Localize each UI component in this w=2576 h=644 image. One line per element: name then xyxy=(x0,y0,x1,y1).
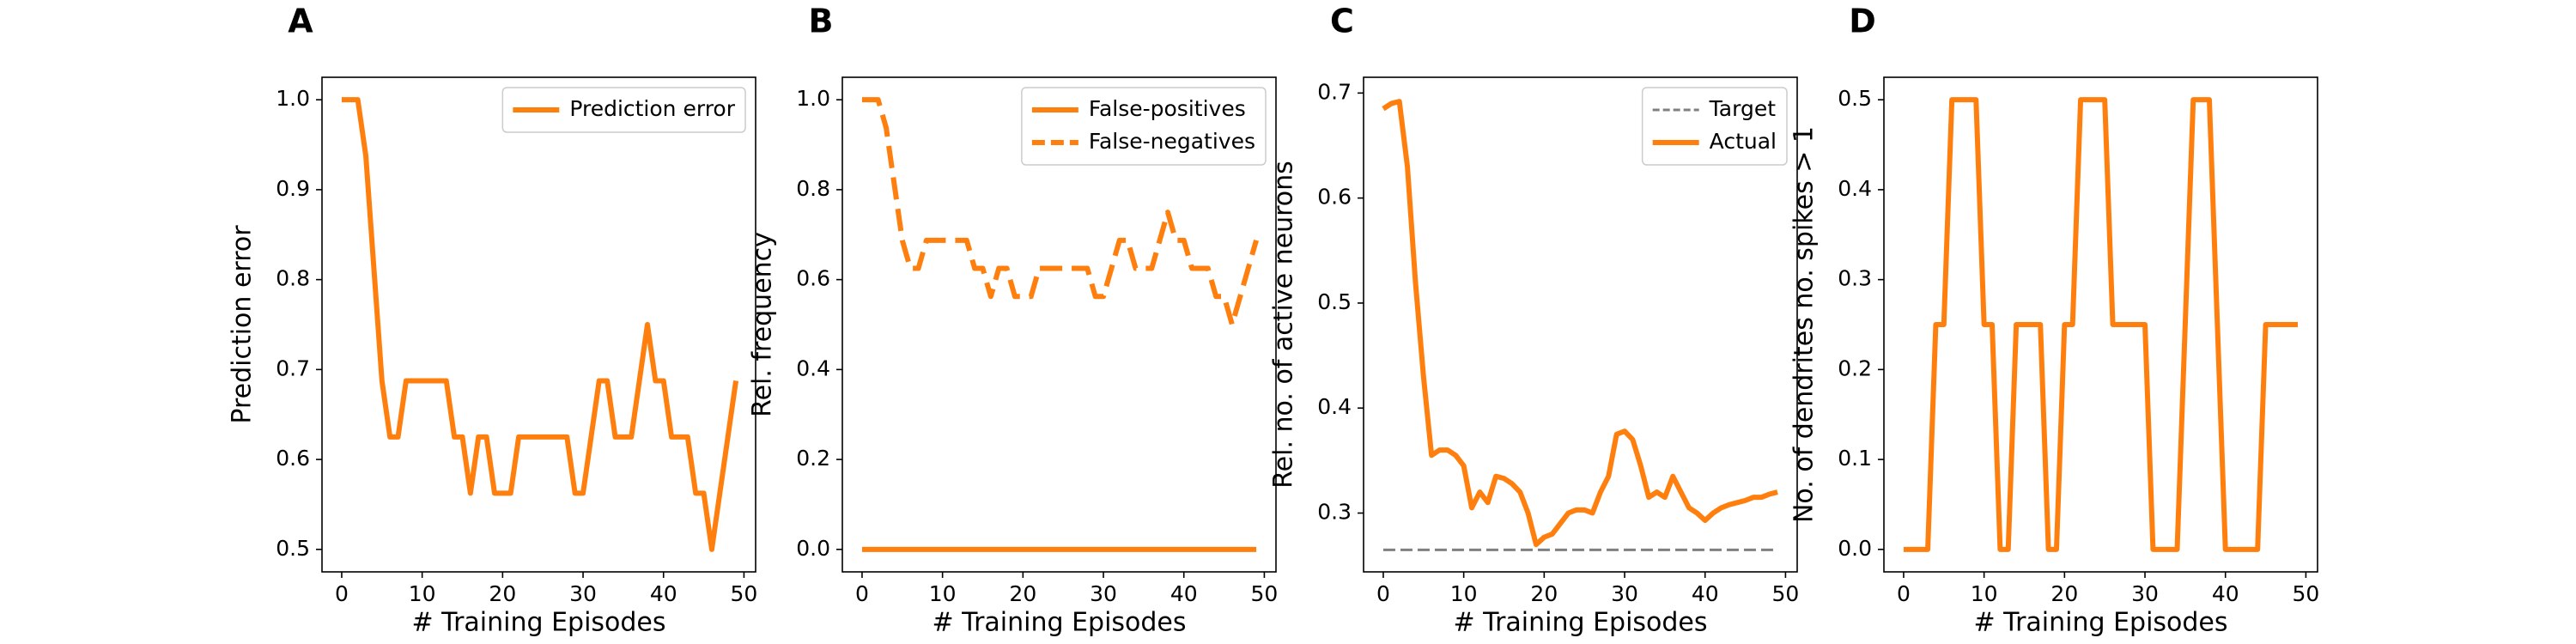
data-line xyxy=(1382,99,1778,548)
y-tick-label: 0.3 xyxy=(1838,266,1872,291)
y-tick-label: 0.5 xyxy=(276,536,310,561)
data-line xyxy=(1903,97,2299,552)
x-tick-label: 50 xyxy=(1772,581,1800,606)
y-tick-label: 1.0 xyxy=(276,86,310,111)
y-tick-label: 0.5 xyxy=(1317,289,1352,314)
x-axis-label: # Training Episodes xyxy=(932,608,1186,638)
x-tick-label: 50 xyxy=(1251,581,1279,606)
legend-box xyxy=(501,87,746,133)
y-tick-label: 0.8 xyxy=(276,266,310,291)
y-tick-label: 0.6 xyxy=(796,266,830,291)
y-tick-label: 0.7 xyxy=(1317,79,1352,104)
x-tick-label: 0 xyxy=(1376,581,1390,606)
x-tick-label: 10 xyxy=(409,581,436,606)
axes-frame xyxy=(321,76,756,573)
x-tick-label: 10 xyxy=(929,581,957,606)
legend-label: Target xyxy=(1709,96,1777,121)
x-tick-label: 10 xyxy=(1971,581,1998,606)
legend: Target Actual xyxy=(1641,87,1788,166)
y-axis-label: Rel. no. of active neurons xyxy=(1269,161,1299,489)
legend-label: Actual xyxy=(1710,129,1777,154)
y-tick-label: 0.6 xyxy=(1317,185,1352,210)
data-line xyxy=(341,97,739,552)
y-tick-label: 0.3 xyxy=(1317,500,1352,525)
x-tick-label: 20 xyxy=(2050,581,2078,606)
y-tick-label: 0.2 xyxy=(1838,355,1872,380)
x-tick-label: 20 xyxy=(1009,581,1036,606)
y-tick-label: 0.7 xyxy=(276,355,310,380)
axes-frame xyxy=(841,76,1277,573)
y-tick-label: 0.4 xyxy=(1838,176,1872,201)
y-tick-label: 0.9 xyxy=(276,176,310,201)
x-tick-label: 0 xyxy=(855,581,869,606)
x-tick-label: 40 xyxy=(1692,581,1719,606)
x-tick-label: 0 xyxy=(1897,581,1911,606)
x-tick-label: 30 xyxy=(1090,581,1117,606)
x-tick-label: 50 xyxy=(2293,581,2320,606)
legend: False-positives False-negatives xyxy=(1021,87,1267,166)
y-axis-label: No. of dendrites no. spikes > 1 xyxy=(1789,126,1820,523)
axes-frame xyxy=(1363,76,1798,573)
legend-label: False-positives xyxy=(1089,96,1246,121)
y-tick-label: 0.8 xyxy=(796,176,830,201)
x-tick-label: 40 xyxy=(2212,581,2239,606)
legend: Prediction error xyxy=(501,87,746,133)
x-tick-label: 0 xyxy=(335,581,349,606)
x-tick-label: 50 xyxy=(731,581,758,606)
panel-label: B xyxy=(809,3,834,40)
y-tick-label: 0.0 xyxy=(796,536,830,561)
x-tick-label: 30 xyxy=(1611,581,1638,606)
y-tick-label: 0.0 xyxy=(1838,536,1872,561)
data-line xyxy=(861,97,1259,327)
legend-label: False-negatives xyxy=(1089,129,1255,154)
x-tick-label: 40 xyxy=(1170,581,1198,606)
x-tick-label: 20 xyxy=(1530,581,1558,606)
x-tick-label: 10 xyxy=(1450,581,1478,606)
panel-label: C xyxy=(1330,3,1354,40)
x-axis-label: # Training Episodes xyxy=(1973,608,2227,638)
x-axis-label: # Training Episodes xyxy=(411,608,665,638)
y-tick-label: 0.4 xyxy=(1317,394,1352,419)
legend-box xyxy=(1021,87,1267,166)
x-tick-label: 40 xyxy=(650,581,677,606)
panel-label: A xyxy=(288,3,313,40)
x-tick-label: 30 xyxy=(569,581,597,606)
axes-frame xyxy=(1883,76,2318,573)
panel-label: D xyxy=(1849,3,1876,40)
x-axis-label: # Training Episodes xyxy=(1453,608,1707,638)
y-axis-label: Prediction error xyxy=(228,225,258,424)
y-tick-label: 0.2 xyxy=(796,446,830,471)
x-tick-label: 20 xyxy=(489,581,516,606)
y-tick-label: 0.6 xyxy=(276,446,310,471)
y-axis-label: Rel. frequency xyxy=(748,232,778,417)
y-tick-label: 1.0 xyxy=(796,86,830,111)
legend-box xyxy=(1641,87,1788,166)
y-tick-label: 0.4 xyxy=(796,355,830,380)
y-tick-label: 0.5 xyxy=(1838,86,1872,111)
legend-label: Prediction error xyxy=(569,96,735,121)
y-tick-label: 0.1 xyxy=(1838,446,1872,471)
x-tick-label: 30 xyxy=(2131,581,2159,606)
